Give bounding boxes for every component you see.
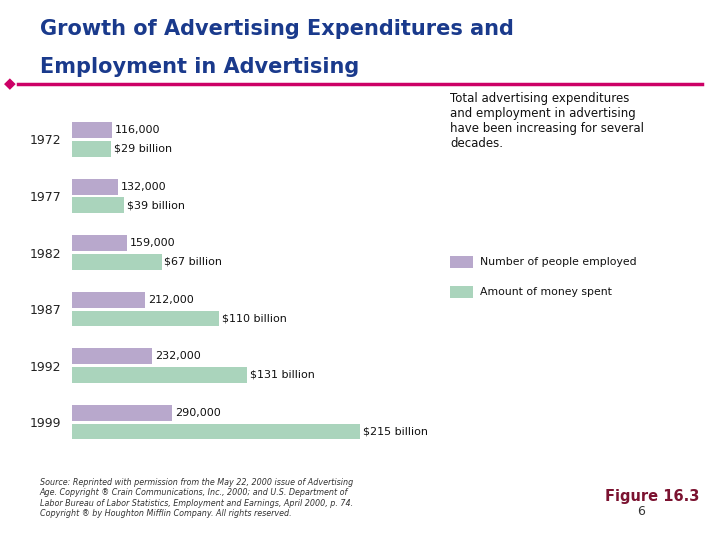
Bar [72,141,111,157]
Text: 232,000: 232,000 [155,352,201,361]
Text: 132,000: 132,000 [120,181,166,192]
Text: $131 billion: $131 billion [250,370,315,380]
Bar [72,179,118,194]
Bar [72,405,173,421]
Bar [72,424,360,440]
Text: $29 billion: $29 billion [114,144,171,154]
Text: Total advertising expenditures
and employment in advertising
have been increasin: Total advertising expenditures and emplo… [450,92,644,150]
Bar [72,122,112,138]
Text: $67 billion: $67 billion [164,257,222,267]
Text: $39 billion: $39 billion [127,200,185,210]
Text: 212,000: 212,000 [148,295,194,305]
Text: 116,000: 116,000 [115,125,161,135]
Bar [72,292,145,308]
Text: 290,000: 290,000 [175,408,221,418]
Text: Employment in Advertising: Employment in Advertising [40,57,359,77]
Text: Source: Reprinted with permission from the May 22, 2000 issue of Advertising
Age: Source: Reprinted with permission from t… [40,478,353,518]
Text: ◆: ◆ [4,76,16,91]
Bar [72,197,125,213]
Text: Amount of money spent: Amount of money spent [480,287,612,296]
Text: Figure 16.3: Figure 16.3 [605,489,699,504]
Text: $215 billion: $215 billion [363,427,428,436]
Text: Number of people employed: Number of people employed [480,257,637,267]
Bar [72,254,162,270]
Bar [72,235,127,251]
Bar [72,348,153,364]
Bar [72,310,220,326]
Text: 6: 6 [637,505,644,518]
Bar [72,367,248,383]
Text: Growth of Advertising Expenditures and: Growth of Advertising Expenditures and [40,19,513,39]
Text: $110 billion: $110 billion [222,313,287,323]
Text: 159,000: 159,000 [130,238,176,248]
